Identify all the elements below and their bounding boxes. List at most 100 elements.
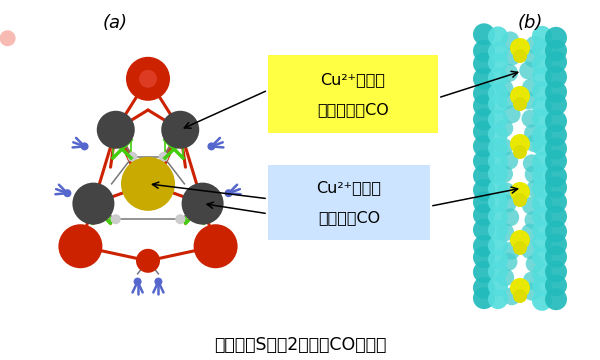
Circle shape	[524, 165, 542, 183]
Circle shape	[532, 263, 552, 283]
Circle shape	[488, 26, 508, 46]
Circle shape	[495, 119, 513, 137]
Circle shape	[154, 278, 163, 285]
Circle shape	[524, 211, 542, 229]
Circle shape	[488, 42, 508, 62]
Circle shape	[513, 193, 527, 207]
Circle shape	[488, 249, 508, 269]
Circle shape	[532, 81, 552, 102]
Circle shape	[495, 165, 513, 183]
Circle shape	[545, 93, 567, 116]
Circle shape	[545, 220, 567, 243]
Circle shape	[510, 38, 530, 58]
Circle shape	[473, 165, 495, 187]
Circle shape	[488, 192, 508, 212]
Circle shape	[497, 91, 515, 109]
Circle shape	[532, 54, 552, 75]
Circle shape	[545, 206, 567, 228]
Circle shape	[532, 67, 552, 87]
Circle shape	[513, 241, 527, 255]
Circle shape	[545, 66, 567, 88]
Circle shape	[519, 62, 537, 80]
Circle shape	[545, 51, 567, 73]
Circle shape	[139, 70, 157, 88]
Circle shape	[526, 134, 544, 152]
Circle shape	[73, 183, 115, 225]
Circle shape	[497, 183, 515, 201]
Circle shape	[500, 64, 518, 82]
Circle shape	[532, 125, 552, 145]
Circle shape	[134, 278, 142, 285]
Circle shape	[503, 48, 521, 66]
Circle shape	[488, 164, 508, 184]
Circle shape	[488, 53, 508, 73]
Circle shape	[510, 230, 530, 250]
Circle shape	[532, 39, 552, 59]
Circle shape	[510, 134, 530, 154]
Circle shape	[495, 138, 513, 156]
Circle shape	[224, 189, 233, 197]
Circle shape	[473, 261, 495, 283]
Text: しているCO: しているCO	[318, 210, 380, 225]
Circle shape	[545, 261, 567, 283]
Circle shape	[488, 83, 508, 103]
Circle shape	[545, 165, 567, 187]
Circle shape	[473, 287, 495, 309]
Circle shape	[526, 255, 544, 273]
Circle shape	[473, 23, 495, 45]
Circle shape	[208, 143, 215, 150]
Circle shape	[97, 111, 135, 149]
Circle shape	[521, 241, 539, 259]
Circle shape	[488, 138, 508, 158]
Circle shape	[473, 235, 495, 257]
Circle shape	[496, 223, 514, 241]
Circle shape	[488, 276, 508, 296]
Circle shape	[521, 110, 539, 128]
Circle shape	[523, 283, 541, 301]
Text: Cu²⁺と結合: Cu²⁺と結合	[317, 180, 382, 195]
Circle shape	[522, 78, 540, 96]
Circle shape	[532, 276, 552, 296]
Circle shape	[545, 246, 567, 268]
Circle shape	[473, 179, 495, 201]
Text: していないCO: していないCO	[317, 102, 389, 117]
Circle shape	[532, 247, 552, 267]
Circle shape	[488, 289, 508, 309]
Circle shape	[545, 191, 567, 213]
Circle shape	[522, 197, 540, 215]
Circle shape	[121, 157, 175, 211]
Circle shape	[111, 214, 121, 224]
Circle shape	[526, 36, 544, 54]
Circle shape	[532, 96, 552, 116]
Circle shape	[473, 204, 495, 226]
Circle shape	[545, 274, 567, 296]
Circle shape	[503, 287, 521, 305]
Circle shape	[503, 105, 521, 123]
Circle shape	[545, 124, 567, 146]
Circle shape	[126, 57, 170, 101]
Circle shape	[473, 150, 495, 172]
Circle shape	[545, 150, 567, 172]
Circle shape	[499, 194, 517, 212]
Circle shape	[64, 189, 71, 197]
Circle shape	[473, 191, 495, 213]
Circle shape	[526, 180, 544, 198]
Circle shape	[513, 289, 527, 303]
Circle shape	[532, 193, 552, 213]
Circle shape	[473, 246, 495, 268]
Circle shape	[488, 179, 508, 199]
Text: Cu²⁺と結合: Cu²⁺と結合	[320, 72, 386, 87]
Circle shape	[532, 136, 552, 156]
Circle shape	[488, 124, 508, 144]
Circle shape	[545, 40, 567, 62]
Circle shape	[488, 207, 508, 226]
Circle shape	[488, 261, 508, 282]
Circle shape	[161, 111, 199, 149]
Circle shape	[473, 277, 495, 299]
Circle shape	[473, 121, 495, 143]
Circle shape	[0, 30, 16, 46]
Circle shape	[136, 249, 160, 273]
Circle shape	[524, 49, 542, 67]
Circle shape	[545, 233, 567, 255]
Circle shape	[473, 40, 495, 62]
